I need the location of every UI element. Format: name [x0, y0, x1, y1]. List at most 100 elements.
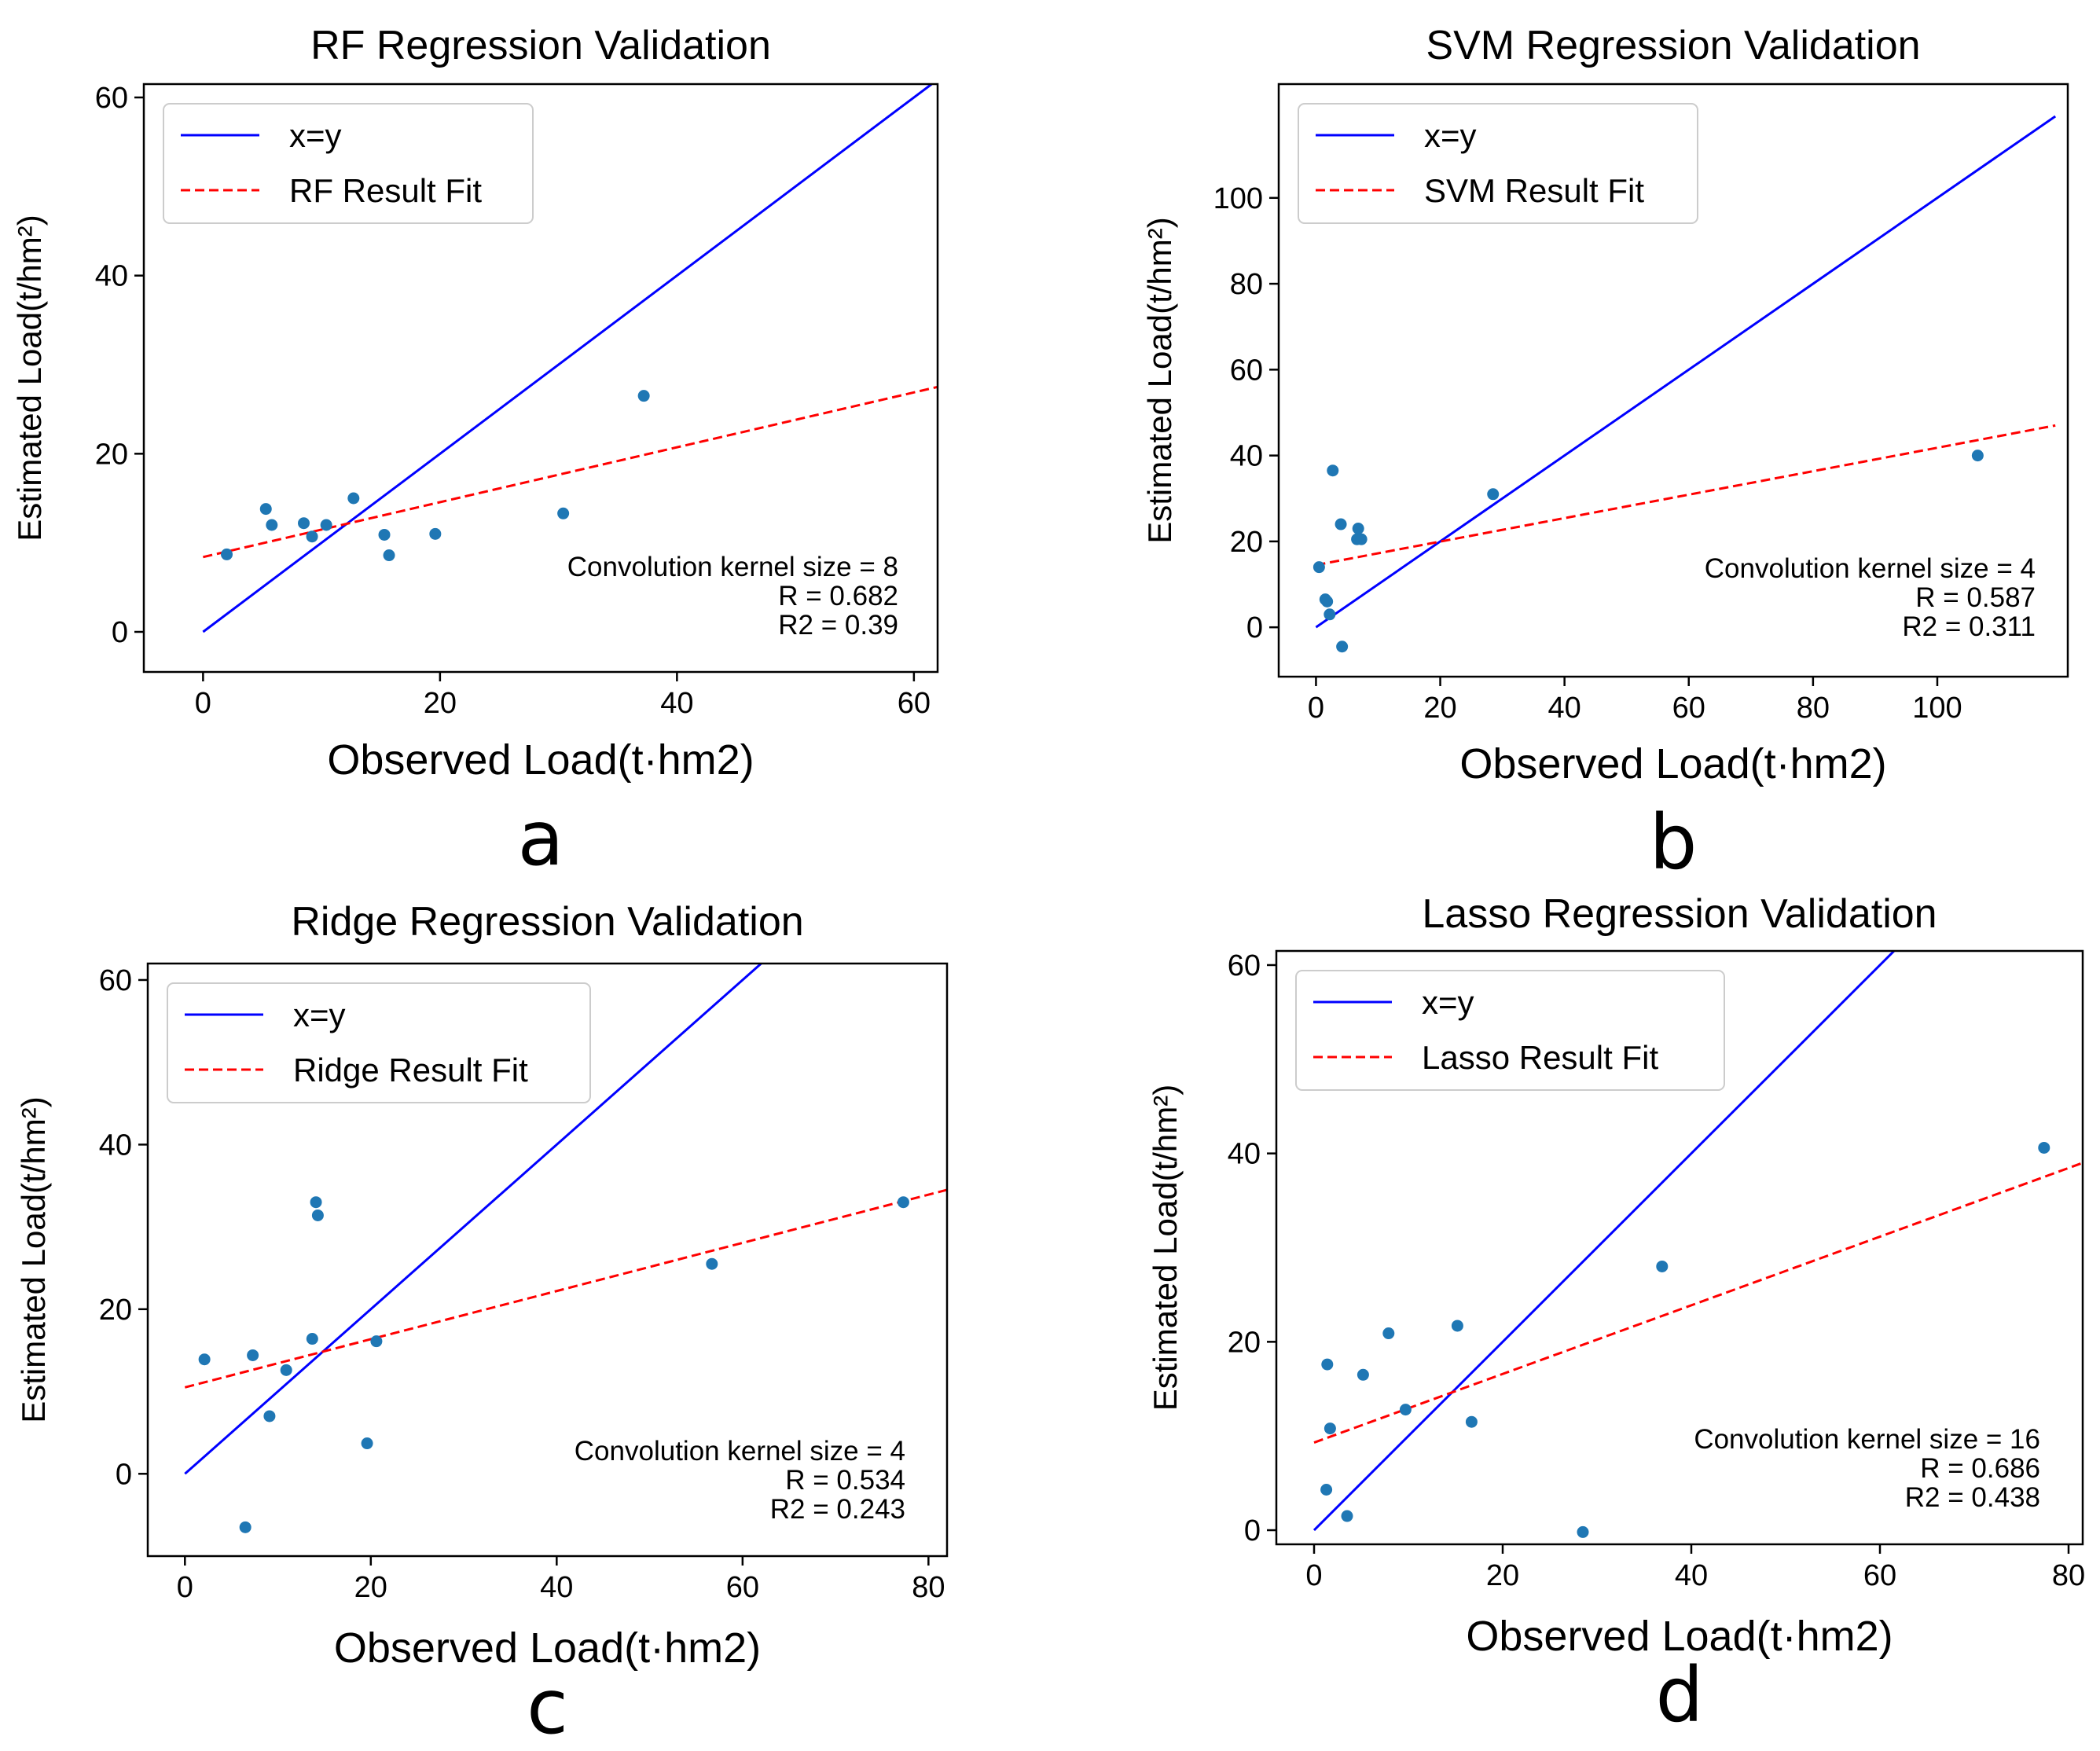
- y-tick-label: 20: [95, 438, 128, 471]
- data-point: [383, 549, 395, 562]
- x-tick-label: 60: [898, 687, 931, 720]
- stats-annotation: Convolution kernel size = 8: [567, 552, 898, 582]
- data-point: [1487, 488, 1500, 501]
- data-point: [1312, 561, 1325, 574]
- fit-line: [1313, 1162, 2083, 1444]
- data-point: [306, 1333, 318, 1345]
- data-point: [1382, 1327, 1395, 1340]
- fit-line: [184, 1188, 947, 1389]
- data-point: [1321, 595, 1334, 608]
- plot-area: [1312, 115, 2057, 653]
- identity-line: [1312, 951, 1896, 1532]
- legend-box: [167, 982, 591, 1103]
- data-point: [1656, 1260, 1669, 1272]
- x-axis-label: Observed Load(t·hm2): [1459, 740, 1886, 787]
- data-point: [1335, 518, 1347, 530]
- plot-area: [202, 84, 938, 633]
- data-point: [1971, 450, 1984, 462]
- identity-line: [1315, 115, 2057, 629]
- x-tick-label: 40: [1675, 1559, 1708, 1592]
- data-point: [706, 1257, 718, 1270]
- data-point: [347, 492, 360, 505]
- data-point: [2038, 1141, 2050, 1154]
- identity-line: [184, 964, 762, 1475]
- data-point: [310, 1196, 322, 1209]
- axes-frame: [142, 83, 939, 674]
- legend-label: SVM Result Fit: [1424, 172, 1644, 209]
- panel-letter: b: [1650, 798, 1698, 887]
- x-tick-label: 80: [1797, 692, 1830, 725]
- data-point: [378, 528, 391, 541]
- x-tick-label: 80: [912, 1571, 945, 1604]
- data-point: [221, 548, 233, 560]
- legend-box: [163, 103, 534, 224]
- fit-line: [203, 385, 938, 559]
- x-tick-label: 40: [540, 1571, 573, 1604]
- chart-panel-d: Lasso Regression Validation 0 20 40 60 80 0 20 4…: [1147, 891, 2085, 1739]
- x-tick-label: 40: [660, 687, 693, 720]
- legend-box: [1298, 103, 1698, 224]
- data-point: [1355, 533, 1368, 545]
- data-point: [259, 503, 272, 516]
- y-tick-label: 0: [1244, 1514, 1261, 1547]
- data-point: [1327, 464, 1339, 477]
- stats-annotation: Convolution kernel size = 4: [1705, 553, 2036, 584]
- legend-label: x=y: [293, 997, 346, 1033]
- x-tick-label: 40: [1548, 692, 1581, 725]
- stats-annotation: R = 0.587: [1915, 582, 2036, 613]
- data-point: [298, 517, 310, 530]
- x-tick-label: 20: [1486, 1559, 1519, 1592]
- axes-frame: [146, 962, 949, 1558]
- stats-annotation: R = 0.682: [778, 581, 898, 611]
- x-axis-label: Observed Load(t·hm2): [1466, 1613, 1893, 1660]
- data-point: [361, 1437, 373, 1450]
- chart-title: Lasso Regression Validation: [1422, 891, 1937, 937]
- x-tick-label: 0: [1308, 692, 1324, 725]
- y-tick-label: 20: [99, 1294, 132, 1327]
- legend-label: x=y: [1424, 117, 1477, 154]
- y-tick-label: 20: [1228, 1326, 1261, 1359]
- panel-letter: a: [518, 795, 564, 883]
- y-tick-label: 60: [95, 82, 128, 115]
- data-point: [1399, 1404, 1412, 1416]
- y-tick-label: 40: [1228, 1138, 1261, 1171]
- data-point: [320, 519, 332, 531]
- stats-annotation: R = 0.534: [785, 1465, 905, 1496]
- y-axis-label: Estimated Load(t/hm²): [1141, 217, 1178, 544]
- data-point: [897, 1196, 909, 1209]
- data-point: [370, 1335, 383, 1348]
- legend: x=y RF Result Fit: [163, 103, 534, 224]
- x-tick-label: 80: [2052, 1559, 2085, 1592]
- legend-label: Ridge Result Fit: [293, 1052, 528, 1088]
- data-point: [1352, 523, 1364, 534]
- axes-frame: [1275, 949, 2084, 1546]
- data-point: [306, 530, 318, 543]
- legend-box: [1295, 970, 1725, 1091]
- x-tick-label: 60: [1672, 692, 1705, 725]
- y-axis-label: Estimated Load(t/hm²): [1147, 1085, 1184, 1411]
- y-tick-label: 0: [116, 1458, 132, 1491]
- data-point: [280, 1364, 292, 1376]
- data-point: [266, 519, 278, 531]
- chart-panel-c: Ridge Regression Validation 0 20 40 60 80 0 20 4…: [15, 899, 949, 1751]
- data-point: [247, 1349, 259, 1361]
- stats-annotation: R2 = 0.39: [778, 610, 898, 641]
- data-point: [198, 1353, 211, 1366]
- legend: x=y Ridge Result Fit: [167, 982, 591, 1103]
- y-tick-label: 40: [95, 260, 128, 293]
- data-point: [1336, 641, 1349, 653]
- data-point: [263, 1410, 276, 1422]
- legend-label: x=y: [1422, 984, 1474, 1021]
- y-axis-label: Estimated Load(t/hm²): [15, 1096, 52, 1423]
- data-point: [1465, 1415, 1478, 1428]
- x-tick-label: 20: [424, 687, 457, 720]
- y-tick-label: 100: [1213, 182, 1263, 215]
- stats-annotation: Convolution kernel size = 16: [1694, 1424, 2040, 1455]
- y-tick-label: 60: [1228, 949, 1261, 982]
- data-point: [1577, 1525, 1589, 1538]
- data-point: [1324, 608, 1336, 621]
- plot-area: [184, 964, 947, 1533]
- legend-label: RF Result Fit: [289, 172, 482, 209]
- y-tick-label: 60: [99, 964, 132, 997]
